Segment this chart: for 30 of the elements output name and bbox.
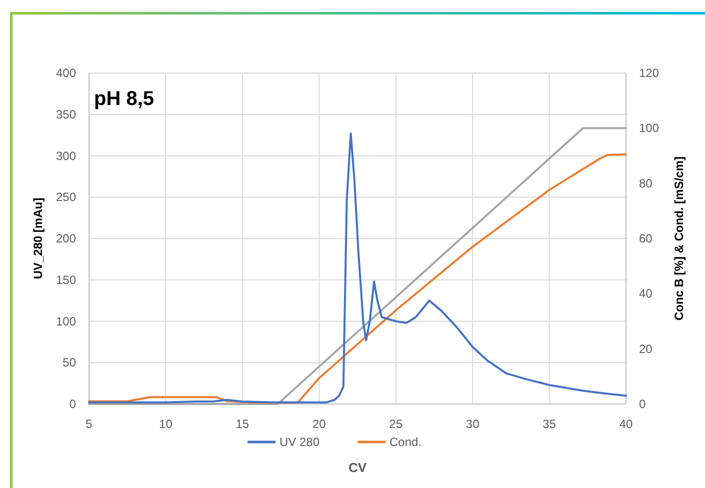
x-tick-label: 25 [389,417,403,431]
x-tick-label: 10 [159,417,173,431]
y-tick-label: 350 [56,107,76,122]
y-tick-label: 0 [69,397,76,411]
text: pH 8,5 [94,88,154,110]
x-axis-title: CV [348,460,367,475]
y2-tick-label: 80 [639,176,653,190]
x-tick-label: 30 [466,417,480,431]
y-tick-label: 250 [56,190,76,204]
y2-tick-label: 20 [639,342,653,356]
x-tick-label: 40 [619,417,633,431]
y2-tick-label: 100 [639,121,660,136]
y-tick-label: 300 [56,148,76,163]
y-tick-label: 400 [56,66,76,80]
y-tick-label: 200 [56,232,76,246]
y-tick-label: 100 [56,314,76,328]
x-tick-label: 5 [86,417,93,431]
x-tick-label: 15 [236,417,250,431]
y2-tick-label: 40 [639,286,653,301]
y2-tick-label: 120 [639,66,660,80]
y-tick-label: 150 [56,272,76,287]
legend-label: UV 280 [280,435,320,449]
y2-tick-label: 0 [639,397,646,411]
y2-axis-title: Conc B [%] & Cond. [mS/cm] [672,156,686,320]
legend-label: Cond. [390,435,422,449]
x-tick-label: 20 [312,417,326,431]
y2-tick-label: 60 [639,232,653,246]
x-tick-label: 35 [542,417,556,431]
y-tick-label: 50 [62,356,76,370]
y-axis-title: UV_280 [mAu] [31,198,45,280]
